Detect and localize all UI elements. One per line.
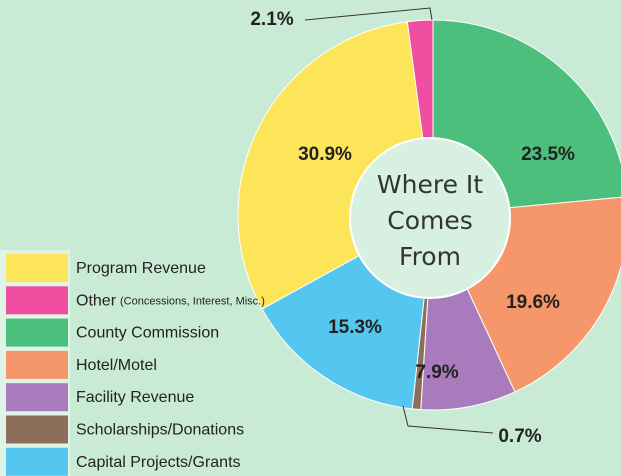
legend-name: Hotel/Motel	[76, 357, 157, 374]
legend-name: Scholarships/Donations	[76, 422, 244, 439]
legend-name: Other	[76, 293, 117, 310]
legend-label: County Commission	[76, 325, 219, 342]
legend-swatch	[6, 447, 68, 476]
data-label: 19.6%	[506, 292, 560, 313]
legend-swatch	[6, 350, 68, 379]
data-label: 2.1%	[250, 9, 293, 30]
data-label: 15.3%	[328, 317, 382, 338]
legend-name: Program Revenue	[76, 260, 206, 277]
legend-note: (Concessions, Interest, Misc.)	[120, 295, 265, 307]
legend-name: Capital Projects/Grants	[76, 454, 241, 471]
legend-label: Other (Concessions, Interest, Misc.)	[76, 293, 265, 310]
legend-label: Capital Projects/Grants	[76, 454, 241, 471]
leader-line	[402, 405, 494, 434]
legend-name: Facility Revenue	[76, 389, 194, 406]
data-label: 30.9%	[298, 144, 352, 165]
legend-label: Hotel/Motel	[76, 357, 157, 374]
center-circle	[349, 137, 511, 299]
legend-swatch	[6, 415, 68, 444]
legend-swatch	[6, 318, 68, 347]
data-label: 7.9%	[415, 362, 458, 383]
legend-label: Facility Revenue	[76, 389, 194, 406]
legend-swatch	[6, 383, 68, 412]
legend-label: Scholarships/Donations	[76, 422, 244, 439]
chart-title: Comes	[387, 206, 473, 235]
data-label: 0.7%	[498, 426, 541, 447]
data-label: 23.5%	[521, 144, 575, 165]
legend-name: County Commission	[76, 325, 219, 342]
chart-title: From	[399, 242, 461, 271]
chart-title: Where It	[377, 170, 483, 199]
legend-swatch	[6, 286, 68, 315]
legend-label: Program Revenue	[76, 260, 206, 277]
leader-line	[304, 7, 433, 21]
legend-swatch	[6, 254, 68, 282]
